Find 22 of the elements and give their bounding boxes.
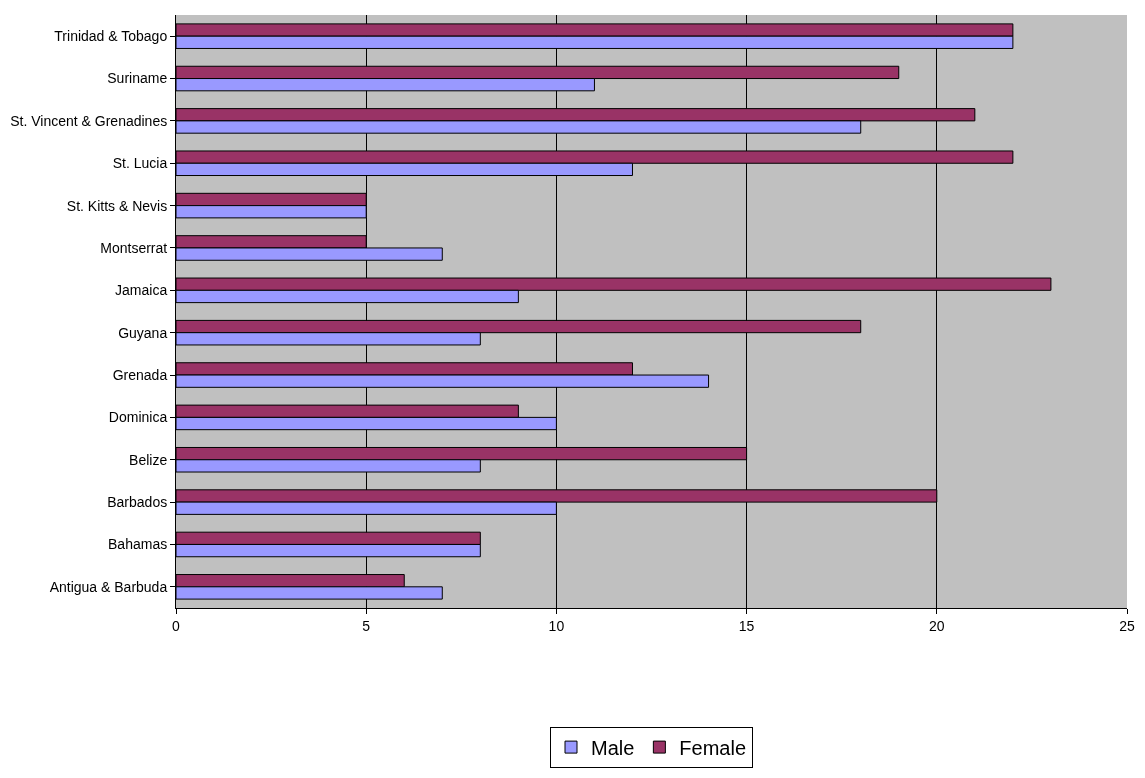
y-tick-label: Belize — [129, 451, 168, 468]
y-tick-label: Trinidad & Tobago — [54, 28, 168, 45]
x-tick-label: 5 — [362, 617, 371, 634]
x-tick-label: 25 — [1119, 617, 1135, 634]
y-tick-label: St. Lucia — [112, 155, 168, 172]
y-tick-label: Dominica — [108, 409, 168, 426]
legend-label: Male — [591, 736, 635, 759]
y-tick-label: Grenada — [112, 366, 168, 383]
y-tick-label: Barbados — [107, 494, 168, 511]
y-tick-label: Suriname — [107, 70, 168, 87]
x-tick-label: 10 — [548, 617, 565, 634]
y-tick-label: Guyana — [118, 324, 168, 341]
legend-label: Female — [679, 736, 747, 759]
y-tick-label: St. Vincent & Grenadines — [10, 112, 168, 129]
y-tick-label: Antigua & Barbuda — [49, 578, 168, 595]
x-tick-label: 15 — [738, 617, 755, 634]
x-tick-label: 20 — [929, 617, 945, 634]
y-tick-label: Bahamas — [108, 536, 168, 553]
x-tick-label: 0 — [172, 617, 181, 634]
y-tick-label: Montserrat — [100, 239, 168, 256]
y-tick-label: St. Kitts & Nevis — [66, 197, 168, 214]
y-tick-label: Jamaica — [115, 282, 168, 299]
